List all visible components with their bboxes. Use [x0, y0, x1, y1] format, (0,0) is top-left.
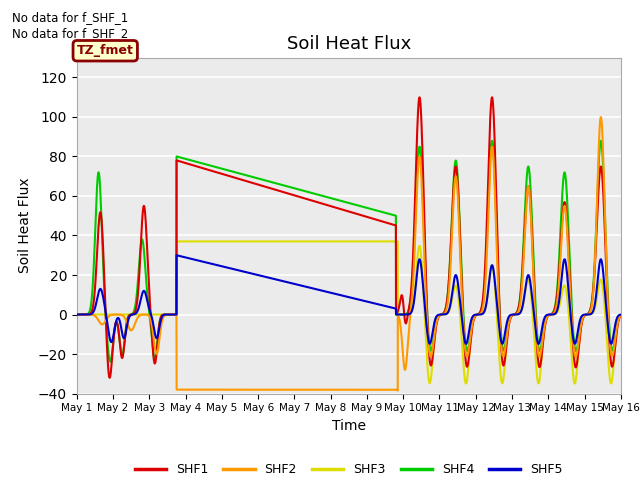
Text: No data for f_SHF_1: No data for f_SHF_1	[12, 11, 128, 24]
Legend: SHF1, SHF2, SHF3, SHF4, SHF5: SHF1, SHF2, SHF3, SHF4, SHF5	[130, 458, 568, 480]
X-axis label: Time: Time	[332, 419, 366, 433]
Text: No data for f_SHF_2: No data for f_SHF_2	[12, 27, 128, 40]
Title: Soil Heat Flux: Soil Heat Flux	[287, 35, 411, 53]
Y-axis label: Soil Heat Flux: Soil Heat Flux	[19, 178, 33, 274]
Text: TZ_fmet: TZ_fmet	[77, 44, 134, 57]
